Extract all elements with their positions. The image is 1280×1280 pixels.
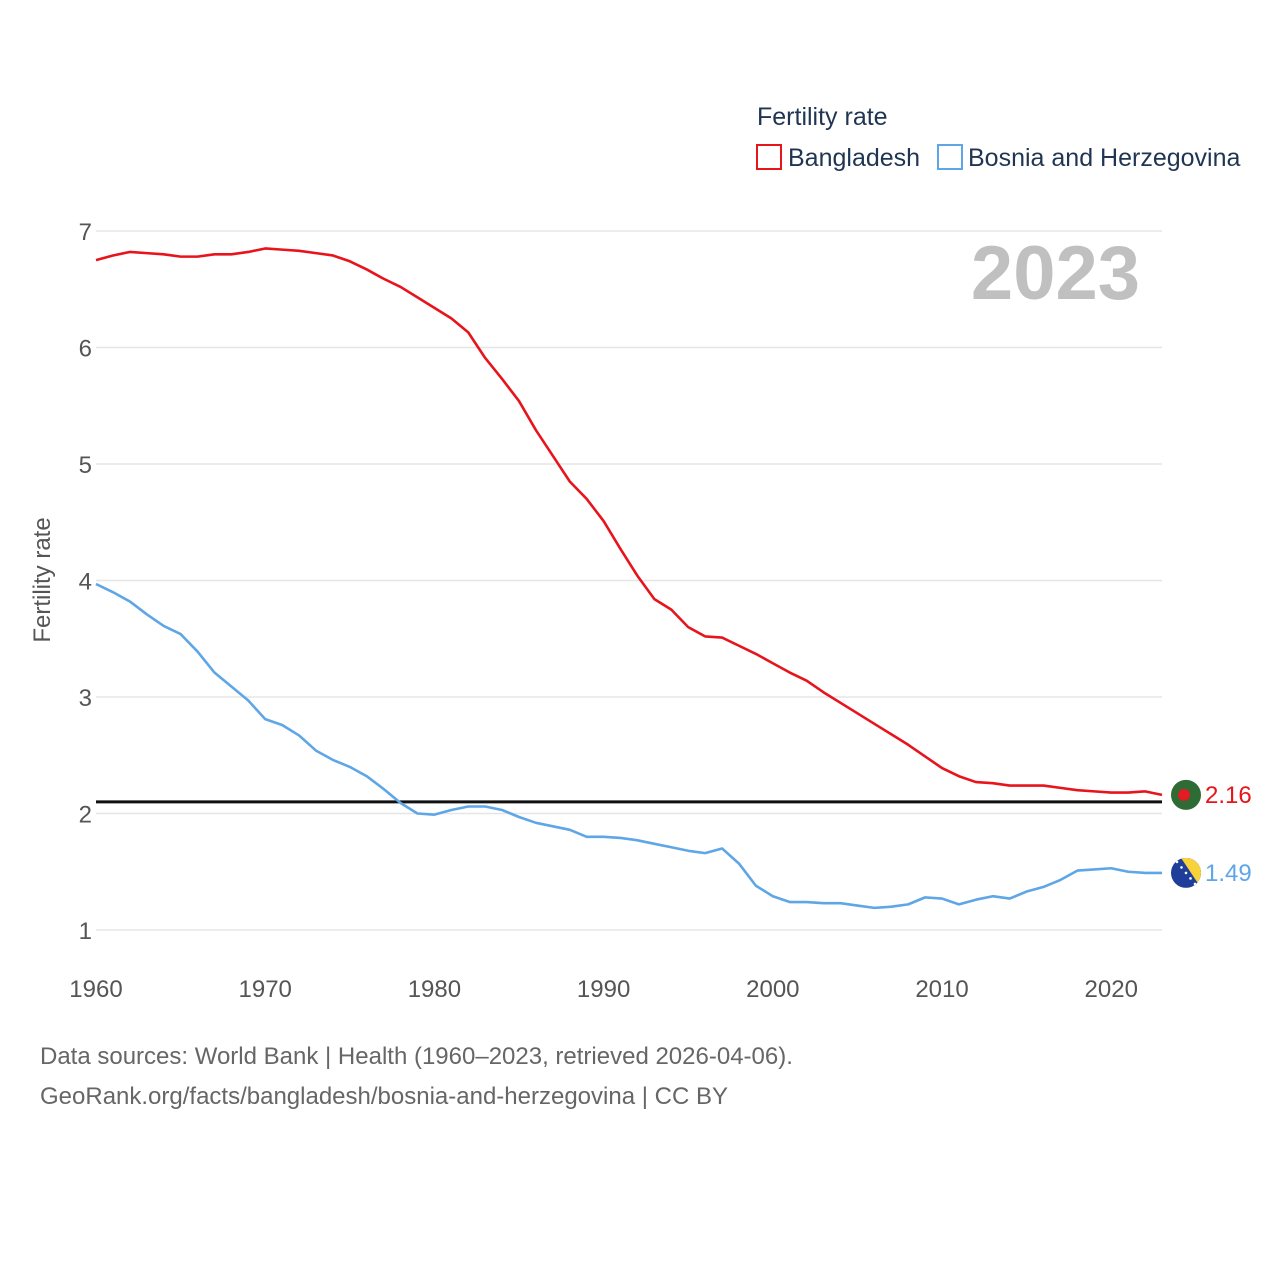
legend-item-bangladesh[interactable]: Bangladesh [756, 144, 920, 172]
legend-label-bosnia: Bosnia and Herzegovina [968, 144, 1240, 172]
x-tick-label-2020: 2020 [1085, 976, 1138, 1003]
series-line-bosnia [95, 582, 1162, 910]
x-tick-label-1960: 1960 [69, 976, 122, 1003]
footer-url: GeoRank.org/facts/bangladesh/bosnia-and-… [40, 1083, 728, 1110]
end-value-label-bangladesh: 2.16 [1205, 782, 1252, 809]
y-tick-label-1: 1 [79, 918, 92, 945]
x-tick-label-1990: 1990 [577, 976, 630, 1003]
legend-label-bangladesh: Bangladesh [788, 144, 920, 172]
y-tick-label-3: 3 [79, 685, 92, 712]
legend-title: Fertility rate [757, 103, 888, 131]
x-axis-ticks: 1960 1970 1980 1990 2000 2010 2020 [69, 976, 1138, 1003]
y-tick-label-6: 6 [79, 336, 92, 363]
footer-source: Data sources: World Bank | Health (1960–… [40, 1043, 793, 1070]
x-tick-label-1970: 1970 [239, 976, 292, 1003]
series-line-bangladesh [95, 247, 1163, 797]
legend-swatch-bangladesh [756, 144, 782, 170]
legend: Fertility rate Bangladesh Bosnia and Her… [756, 103, 1240, 172]
flag-bangladesh-disc [1178, 788, 1190, 801]
flag-bosnia-icon [1171, 857, 1201, 888]
x-tick-label-2000: 2000 [746, 976, 799, 1003]
series-layer: 2.16 1.49 [95, 247, 1252, 910]
legend-item-bosnia[interactable]: Bosnia and Herzegovina [937, 144, 1240, 172]
flag-marker-bosnia [1171, 857, 1201, 888]
y-tick-label-4: 4 [79, 569, 92, 596]
end-value-label-bosnia: 1.49 [1205, 860, 1252, 887]
y-axis-ticks: 1 2 3 4 5 6 7 [79, 219, 92, 945]
flag-marker-bangladesh [1171, 779, 1201, 810]
line-chart: 2.16 1.49 1 2 3 4 5 6 7 1960 1970 1980 1990 2000 201… [29, 103, 1252, 1003]
y-tick-label-5: 5 [79, 452, 92, 479]
x-tick-label-1980: 1980 [408, 976, 461, 1003]
year-label: 2023 [971, 231, 1140, 316]
y-tick-label-2: 2 [79, 802, 92, 829]
x-tick-label-2010: 2010 [915, 976, 968, 1003]
gridlines [96, 230, 1162, 931]
legend-swatch-bosnia [937, 144, 963, 170]
y-tick-label-7: 7 [79, 219, 92, 246]
y-axis-title: Fertility rate [29, 517, 56, 642]
